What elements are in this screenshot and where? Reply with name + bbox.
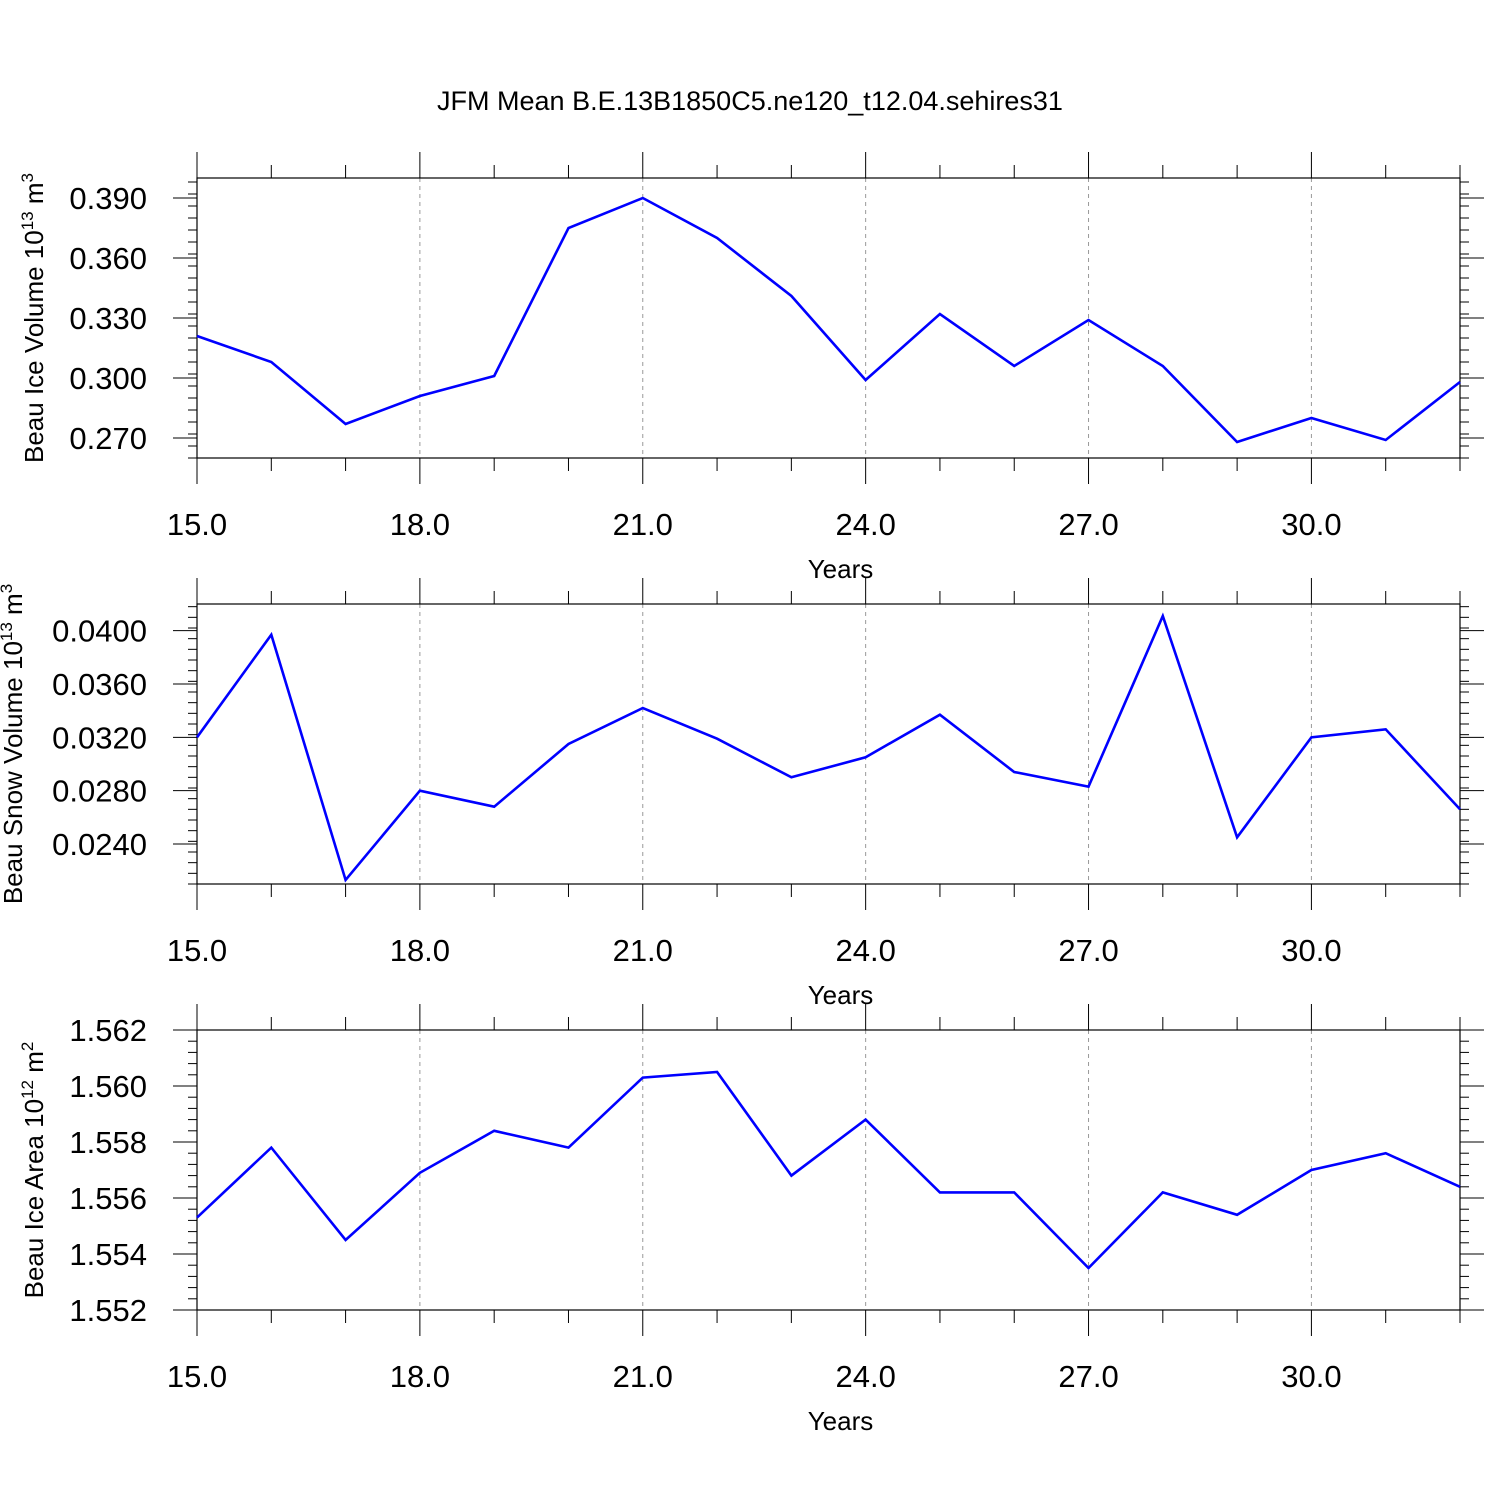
x-tick-label: 15.0 xyxy=(167,1359,227,1394)
x-tick-label: 27.0 xyxy=(1058,1359,1118,1394)
y-tick-label: 0.330 xyxy=(69,301,147,336)
series-line-1 xyxy=(196,196,1461,444)
x-tick-label: 15.0 xyxy=(167,507,227,542)
x-axis-label: Years xyxy=(808,1406,874,1436)
y-tick-label: 0.360 xyxy=(69,241,147,276)
x-tick-label: 18.0 xyxy=(390,1359,450,1394)
x-tick-label: 30.0 xyxy=(1281,1359,1341,1394)
series-line-1 xyxy=(196,1070,1461,1270)
y-axis-label: Beau Ice Area 1012 m2 xyxy=(18,1042,49,1299)
panel-1: 0.270 0.300 0.330 0.360 0.390 15.0 18.0 21.0 24.… xyxy=(18,152,1484,584)
panel-2: 0.0240 0.0280 0.0320 0.0360 0.0400 15.0 18.0 21… xyxy=(0,578,1484,1010)
x-tick-label: 21.0 xyxy=(613,933,673,968)
plot-frame xyxy=(196,1029,1461,1311)
y-tick-label: 0.0240 xyxy=(52,827,147,862)
y-tick-label: 1.560 xyxy=(69,1069,147,1104)
y-axis-label: Beau Snow Volume 1013 m3 xyxy=(0,584,28,904)
y-tick-label: 0.0280 xyxy=(52,774,147,809)
panel-3: 1.552 1.554 1.556 1.558 1.560 1.562 15.0 18.0 21… xyxy=(18,1004,1484,1436)
x-tick-label: 30.0 xyxy=(1281,507,1341,542)
y-tick-label: 1.554 xyxy=(69,1237,147,1272)
x-axis-label: Years xyxy=(808,980,874,1010)
y-tick-label: 0.270 xyxy=(69,421,147,456)
x-tick-label: 27.0 xyxy=(1058,507,1118,542)
x-tick-label: 24.0 xyxy=(835,933,895,968)
plot-frame xyxy=(196,603,1461,885)
y-tick-label: 1.556 xyxy=(69,1181,147,1216)
y-tick-label: 1.552 xyxy=(69,1293,147,1328)
x-tick-label: 24.0 xyxy=(835,507,895,542)
y-tick-label: 0.0400 xyxy=(52,614,147,649)
x-tick-label: 15.0 xyxy=(167,933,227,968)
x-tick-label: 21.0 xyxy=(613,1359,673,1394)
x-tick-label: 30.0 xyxy=(1281,933,1341,968)
figure-title: JFM Mean B.E.13B1850C5.ne120_t12.04.sehi… xyxy=(437,86,1063,116)
y-tick-label: 1.562 xyxy=(69,1013,147,1048)
y-tick-label: 1.558 xyxy=(69,1125,147,1160)
y-tick-label: 0.0320 xyxy=(52,720,147,755)
x-tick-label: 18.0 xyxy=(390,507,450,542)
series-line-1 xyxy=(195,612,1461,883)
y-tick-label: 0.300 xyxy=(69,361,147,396)
plot-frame xyxy=(196,177,1461,459)
x-tick-label: 27.0 xyxy=(1058,933,1118,968)
y-axis-label: Beau Ice Volume 1013 m3 xyxy=(18,173,49,463)
x-tick-label: 24.0 xyxy=(835,1359,895,1394)
x-tick-label: 18.0 xyxy=(390,933,450,968)
y-tick-label: 0.0360 xyxy=(52,667,147,702)
x-axis-label: Years xyxy=(808,554,874,584)
x-tick-label: 21.0 xyxy=(613,507,673,542)
y-tick-label: 0.390 xyxy=(69,181,147,216)
